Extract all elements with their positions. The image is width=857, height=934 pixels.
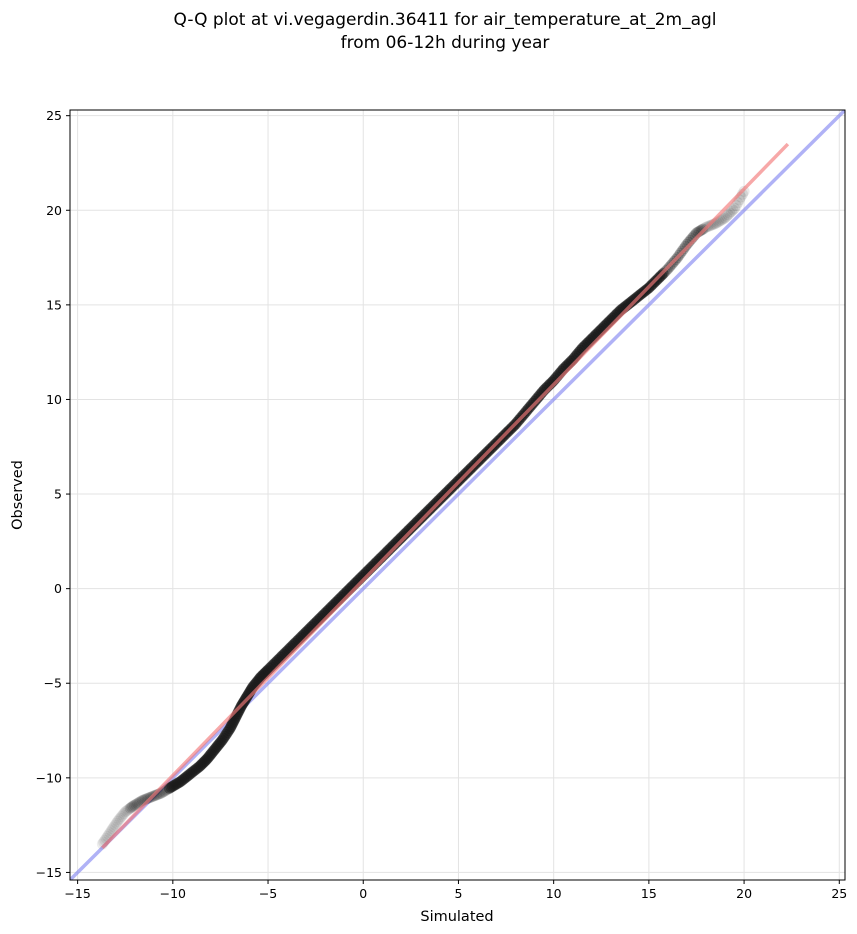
x-tick-label: −15 (64, 886, 90, 901)
quantile-point (724, 207, 736, 219)
quantile-point (115, 811, 127, 823)
y-tick-label: −5 (44, 676, 62, 691)
x-tick-label: 10 (546, 886, 562, 901)
quantile-point (132, 797, 144, 809)
y-tick-label: 5 (54, 487, 62, 502)
quantile-point (126, 801, 138, 813)
quantile-point (721, 210, 733, 222)
quantile-point (118, 807, 130, 819)
y-tick-label: −10 (36, 770, 62, 785)
chart-title-line-1: Q-Q plot at vi.vegagerdin.36411 for air_… (173, 10, 716, 30)
x-tick-label: 20 (736, 886, 752, 901)
x-tick-label: 5 (454, 886, 462, 901)
quantile-point (112, 815, 124, 827)
quantile-point (679, 241, 691, 253)
quantile-point (109, 819, 121, 831)
quantile-point (124, 802, 136, 814)
x-tick-label: −10 (160, 886, 186, 901)
quantile-point (122, 804, 134, 816)
quantile-point (722, 209, 734, 221)
fit-line (101, 142, 790, 850)
quantile-point (110, 817, 122, 829)
quantile-point (123, 803, 135, 815)
quantile-point (725, 206, 737, 218)
y-axis-label: Observed (10, 460, 26, 530)
y-tick-label: 20 (46, 203, 62, 218)
quantile-point (120, 805, 132, 817)
quantile-point (729, 202, 741, 214)
quantile-point (719, 212, 731, 224)
quantile-point (717, 213, 729, 225)
x-tick-label: 0 (359, 886, 367, 901)
chart-title-line-2: from 06-12h during year (341, 33, 550, 53)
y-tick-label: 25 (46, 108, 62, 123)
x-tick-label: 25 (831, 886, 847, 901)
plot-frame (69, 109, 846, 881)
quantile-point (730, 200, 742, 212)
quantile-point (117, 809, 129, 821)
x-axis-label: Simulated (420, 909, 493, 925)
quantile-point (127, 800, 139, 812)
plot-area (70, 110, 845, 880)
y-axis: −15 −10 −5 0 5 10 15 20 25 (36, 108, 70, 880)
y-tick-label: 10 (46, 392, 62, 407)
x-tick-label: −5 (259, 886, 277, 901)
quantile-point (114, 812, 126, 824)
reference-line (70, 110, 845, 880)
quantile-point (113, 814, 125, 826)
x-tick-label: 15 (641, 886, 657, 901)
quantile-point (119, 806, 131, 818)
quantile-point (151, 789, 163, 801)
quantile-point (108, 821, 120, 833)
quantile-point (130, 798, 142, 810)
quantile-point (727, 204, 739, 216)
quantile-point (107, 823, 119, 835)
y-tick-label: 15 (46, 297, 62, 312)
quantile-point (695, 224, 707, 236)
quantile-point (128, 799, 140, 811)
y-tick-label: −15 (36, 865, 62, 880)
x-axis: −15 −10 −5 0 5 10 15 20 25 (64, 880, 847, 901)
y-tick-label: 0 (54, 581, 62, 596)
